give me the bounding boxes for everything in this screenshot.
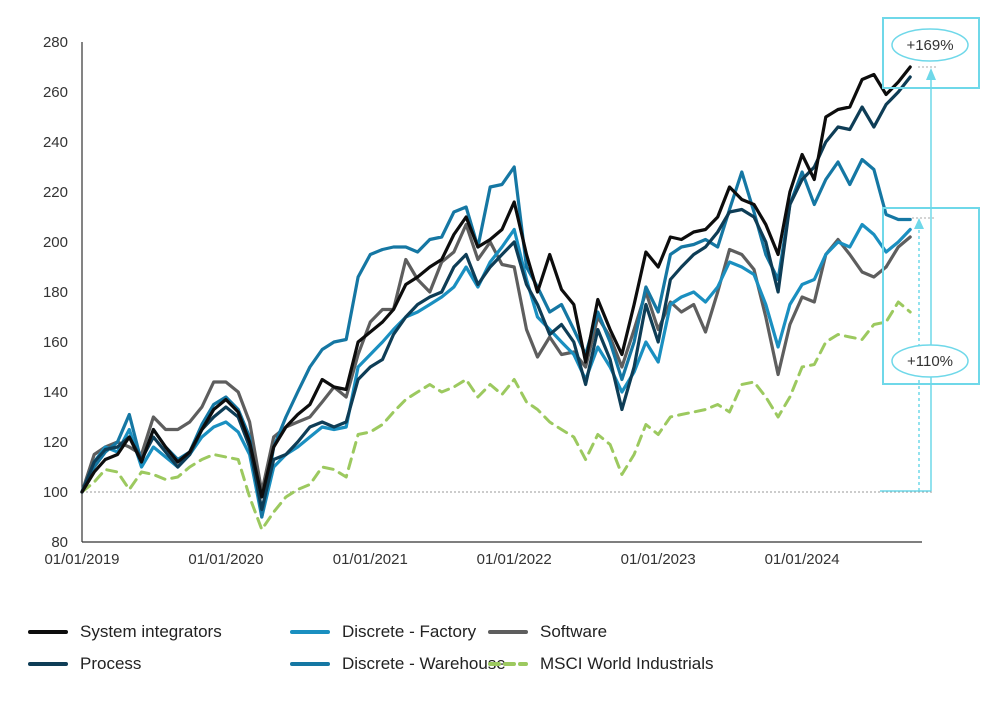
legend-label: System integrators <box>80 622 222 641</box>
x-tick-label: 01/01/2020 <box>188 551 263 568</box>
legend-swatch <box>488 662 528 666</box>
legend-swatch <box>28 630 68 634</box>
legend-item: MSCI World Industrials <box>488 654 714 674</box>
y-tick-label: 240 <box>43 134 68 151</box>
y-tick-label: 140 <box>43 384 68 401</box>
annotation-ellipse-bottom <box>891 344 969 378</box>
series-line-software <box>80 222 912 494</box>
legend-item: Discrete - Factory <box>290 622 476 642</box>
legend-label: MSCI World Industrials <box>540 654 714 673</box>
y-tick-label: 260 <box>43 84 68 101</box>
legend-swatch <box>290 662 330 666</box>
annotation-layer: +169% +110% <box>880 17 980 492</box>
y-axis-ticks: 80 100 120 140 160 180 200 220 240 260 280 <box>43 34 68 551</box>
series-layer <box>80 65 912 531</box>
legend-swatch <box>290 630 330 634</box>
y-tick-label: 280 <box>43 34 68 51</box>
annotation-label-bottom: +110% <box>907 353 953 370</box>
legend-label: Discrete - Factory <box>342 622 477 641</box>
y-tick-label: 80 <box>51 534 68 551</box>
legend-label: Process <box>80 654 142 673</box>
series-line-discrete-factory <box>80 222 912 519</box>
x-tick-label: 01/01/2024 <box>765 551 840 568</box>
annotation-arrow-top-head <box>926 68 936 80</box>
annotation-arrow-bottom-head <box>914 218 924 229</box>
y-tick-label: 200 <box>43 234 68 251</box>
legend-item: Discrete - Warehouse <box>290 654 506 674</box>
y-tick-label: 160 <box>43 334 68 351</box>
legend-item: Process <box>28 654 141 674</box>
line-chart: 80 100 120 140 160 180 200 220 240 260 280 01/01/2… <box>43 17 980 568</box>
series-line-system-integrators <box>80 65 912 499</box>
annotation-label-top: +169% <box>906 37 953 54</box>
series-line-process <box>80 75 912 512</box>
legend-item: System integrators <box>28 622 222 642</box>
y-tick-label: 220 <box>43 184 68 201</box>
legend-swatch <box>28 662 68 666</box>
y-tick-label: 120 <box>43 434 68 451</box>
y-tick-label: 100 <box>43 484 68 501</box>
legend-label: Discrete - Warehouse <box>342 654 506 673</box>
x-tick-label: 01/01/2021 <box>333 551 408 568</box>
series-line-msci-world-industrials <box>80 300 912 531</box>
x-tick-label: 01/01/2019 <box>44 551 119 568</box>
x-tick-label: 01/01/2022 <box>477 551 552 568</box>
y-tick-label: 180 <box>43 284 68 301</box>
x-axis-ticks: 01/01/2019 01/01/2020 01/01/2021 01/01/2022… <box>44 551 839 568</box>
legend-item: Software <box>488 622 607 642</box>
legend-swatch <box>488 630 528 634</box>
x-tick-label: 01/01/2023 <box>621 551 696 568</box>
legend-label: Software <box>540 622 608 641</box>
annotation-ellipse-top <box>891 28 969 62</box>
